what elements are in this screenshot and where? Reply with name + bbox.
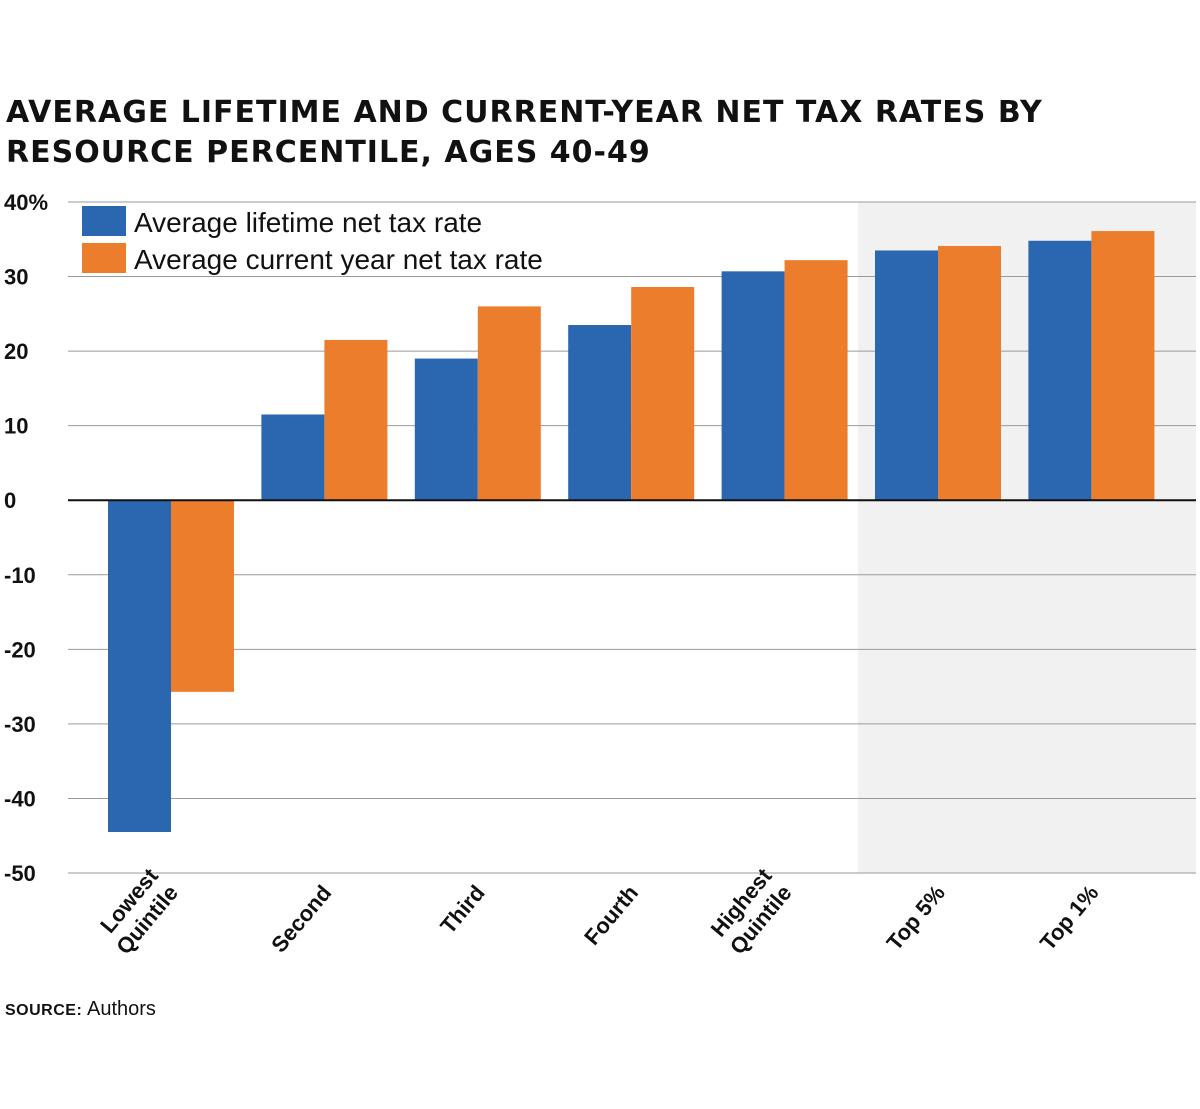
y-tick-label: 30 [4,265,28,290]
legend: Average lifetime net tax rate Average cu… [82,206,543,275]
source-text: Authors [87,998,156,1020]
y-tick-label: -10 [4,563,36,588]
legend-swatch-current-year [82,243,126,273]
x-tick-label: Second [266,880,336,957]
bar-current-year [171,500,234,692]
y-tick-label: -30 [4,712,36,737]
bar-lifetime [568,325,632,501]
legend-label-current-year: Average current year net tax rate [134,244,543,275]
x-tick-label: Top 5% [882,880,950,955]
y-tick-label: -50 [4,861,36,886]
legend-swatch-lifetime [82,206,126,236]
y-axis-ticks: -50 -40 -30 -20 -10 0 10 20 30 40% [4,190,48,886]
bar-current-year [938,245,1001,501]
bar-lifetime [108,500,171,832]
chart-title-line-1: AVERAGE LIFETIME AND CURRENT-YEAR NET TA… [6,95,1043,130]
x-tick-label-line: Third [435,880,490,938]
bar-current-year [631,286,695,501]
bar-lifetime [414,358,478,501]
x-tick-label-line: Top 1% [1035,880,1103,955]
x-tick-label-line: Fourth [579,880,643,949]
x-tick-label: Fourth [579,880,643,949]
y-tick-label: 40% [4,190,48,215]
bar-lifetime [875,250,938,501]
x-tick-label-line: Top 5% [882,880,950,955]
legend-label-lifetime: Average lifetime net tax rate [134,207,482,238]
y-tick-label: 10 [4,414,28,439]
bar-current-year [1091,231,1155,501]
y-tick-label: -20 [4,637,36,662]
x-tick-label-line: Second [266,880,336,957]
bars [108,231,1155,832]
bar-lifetime [1028,240,1092,501]
y-tick-label: 20 [4,339,28,364]
bar-lifetime [261,414,325,501]
bar-lifetime [721,271,785,501]
bar-current-year [324,339,388,501]
source-label: SOURCE: [5,1002,82,1019]
bar-current-year [784,260,848,501]
bar-current-year [477,306,541,501]
chart-title-line-2: RESOURCE PERCENTILE, AGES 40-49 [6,135,651,170]
x-tick-label: Third [435,880,490,938]
y-tick-label: 0 [4,488,16,513]
x-tick-label: Top 1% [1035,880,1103,955]
y-tick-label: -40 [4,786,36,811]
